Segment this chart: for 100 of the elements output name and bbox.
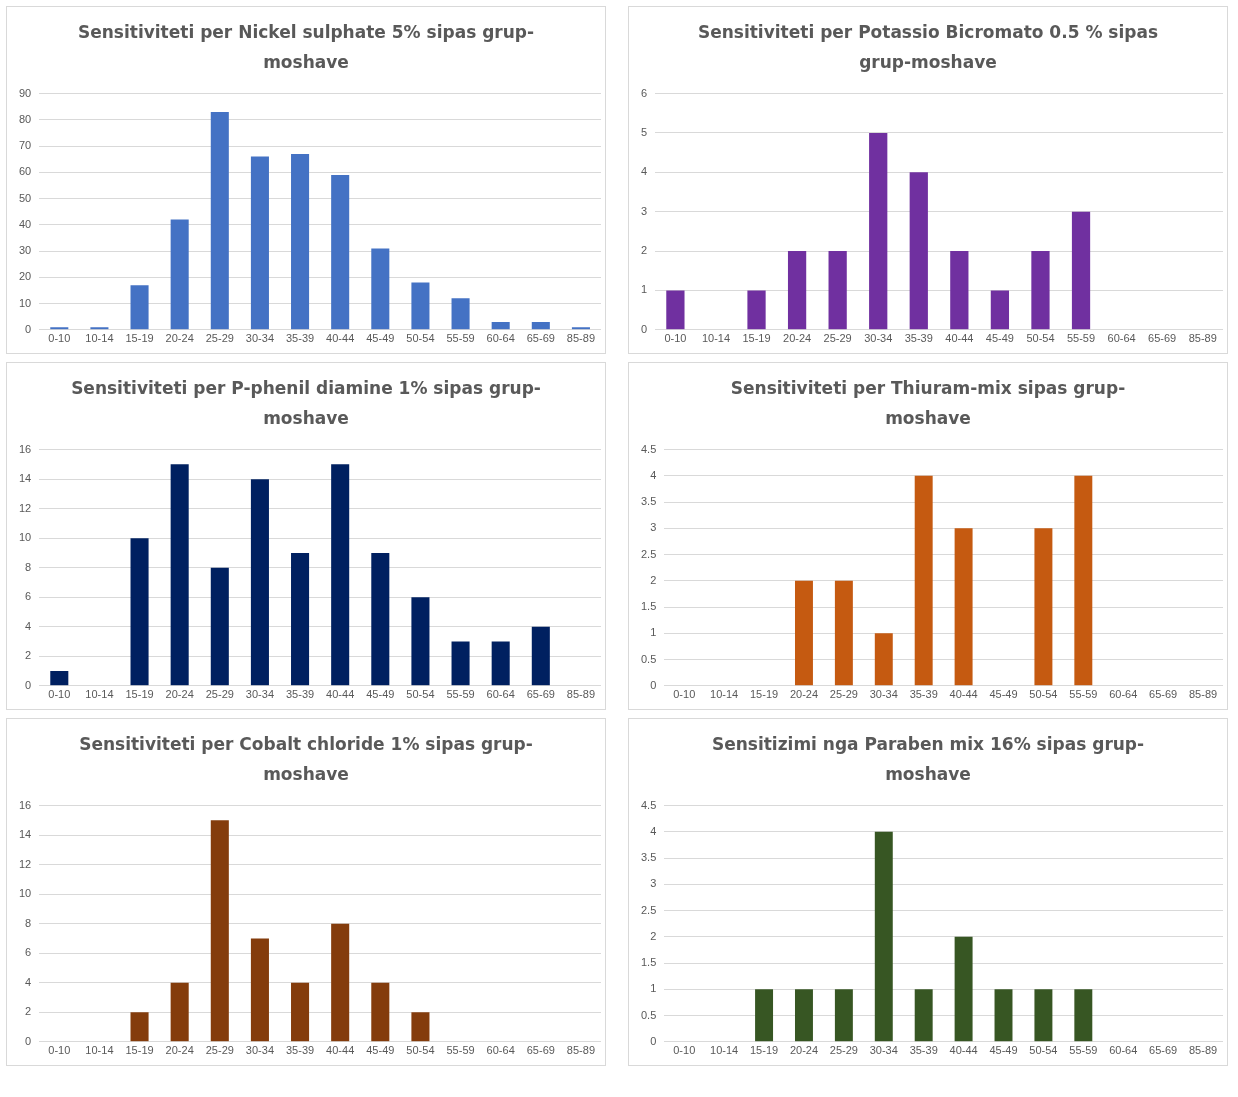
- bar: [1034, 528, 1053, 686]
- x-tick-label: 30-34: [869, 1044, 898, 1057]
- y-tick-label: 14: [18, 828, 32, 841]
- x-tick-label: 55-59: [1066, 332, 1096, 345]
- x-tick-label: 0-10: [48, 1044, 71, 1057]
- y-tick-label: 80: [18, 112, 32, 125]
- x-tick-label: 60-64: [486, 688, 515, 701]
- x-tick-label: 55-59: [1069, 1044, 1098, 1057]
- x-tick-label: 35-39: [909, 688, 938, 701]
- x-tick-label: 65-69: [1149, 1044, 1178, 1057]
- bar: [250, 938, 269, 1042]
- x-tick-label: 45-49: [989, 688, 1018, 701]
- x-tick-label: 20-24: [789, 688, 819, 701]
- x-tick-label: 60-64: [1109, 688, 1138, 701]
- y-tick-label: 12: [18, 857, 32, 870]
- x-tick-label: 0-10: [48, 332, 71, 345]
- x-tick-label: 45-49: [985, 332, 1014, 345]
- y-tick-label: 12: [18, 501, 32, 514]
- y-tick-label: 5: [640, 126, 648, 138]
- y-tick-label: 0: [650, 678, 657, 691]
- bar: [834, 989, 853, 1042]
- bar: [291, 982, 310, 1042]
- y-tick-label: 10: [18, 887, 32, 900]
- bar: [50, 327, 69, 330]
- bar: [130, 538, 149, 686]
- x-tick-label: 40-44: [945, 332, 974, 345]
- x-tick-label: 85-89: [566, 1044, 596, 1057]
- x-tick-label: 50-54: [1026, 332, 1055, 345]
- bar: [994, 989, 1013, 1042]
- bar: [914, 475, 933, 686]
- y-tick-label: 4: [650, 468, 657, 481]
- bar: [531, 321, 550, 330]
- bar: [130, 285, 149, 330]
- x-tick-label: 15-19: [125, 332, 154, 345]
- bar: [954, 528, 973, 686]
- y-tick-label: 2: [25, 1005, 32, 1018]
- y-tick-label: 8: [25, 560, 32, 573]
- bar: [371, 248, 390, 330]
- x-tick-label: 25-29: [823, 332, 852, 345]
- y-tick-label: 8: [25, 916, 32, 929]
- bar: [170, 464, 189, 686]
- x-tick-label: 10-14: [710, 688, 739, 701]
- x-tick-label: 50-54: [1029, 688, 1058, 701]
- x-tick-label: 50-54: [406, 688, 435, 701]
- y-tick-label: 30: [18, 244, 32, 257]
- x-tick-label: 40-44: [949, 688, 978, 701]
- bar: [794, 580, 813, 686]
- y-tick-label: 0.5: [640, 652, 657, 665]
- x-tick-label: 85-89: [566, 332, 596, 345]
- bar: [331, 174, 350, 330]
- bar: [950, 251, 969, 330]
- x-tick-label: 15-19: [742, 332, 771, 345]
- x-tick-label: 60-64: [486, 332, 515, 345]
- bar: [411, 597, 430, 686]
- x-tick-label: 60-64: [1107, 332, 1136, 345]
- bar: [130, 1012, 149, 1042]
- x-tick-label: 25-29: [205, 688, 234, 701]
- chart-title: Sensitiviteti per P-phenil diamine 1% sipas grup-moshave: [71, 377, 541, 430]
- x-tick-label: 20-24: [783, 332, 812, 345]
- y-tick-label: 60: [18, 165, 32, 178]
- x-tick-label: 25-29: [205, 1044, 234, 1057]
- y-tick-label: 0: [25, 1034, 32, 1047]
- x-tick-label: 55-59: [446, 1044, 475, 1057]
- bar: [874, 831, 893, 1042]
- bar: [331, 923, 350, 1042]
- x-tick-label: 0-10: [48, 688, 71, 701]
- x-tick-label: 55-59: [1069, 688, 1098, 701]
- bar: [210, 567, 229, 686]
- y-tick-label: 0: [25, 322, 32, 335]
- y-tick-label: 90: [18, 86, 32, 99]
- x-tick-label: 40-44: [326, 1044, 355, 1057]
- bar: [291, 153, 310, 330]
- x-tick-label: 30-34: [869, 688, 898, 701]
- x-tick-label: 35-39: [904, 332, 933, 345]
- bar: [371, 552, 390, 686]
- y-tick-label: 2: [640, 244, 648, 257]
- y-tick-label: 1.5: [640, 600, 657, 613]
- y-tick-label: 4.5: [640, 442, 657, 455]
- x-tick-label: 20-24: [165, 1044, 194, 1057]
- bar: [1031, 251, 1050, 330]
- bar: [90, 327, 109, 330]
- y-tick-label: 10: [18, 296, 32, 309]
- x-tick-label: 25-29: [829, 1044, 858, 1057]
- x-tick-label: 65-69: [526, 1044, 555, 1057]
- x-tick-label: 0-10: [664, 332, 687, 345]
- y-tick-label: 6: [25, 946, 32, 959]
- x-tick-label: 30-34: [245, 1044, 274, 1057]
- x-tick-label: 15-19: [125, 1044, 154, 1057]
- y-tick-label: 4: [640, 165, 648, 178]
- x-tick-label: 50-54: [406, 1044, 435, 1057]
- y-tick-label: 4: [25, 975, 32, 988]
- bar: [909, 172, 928, 330]
- y-tick-label: 4: [650, 824, 657, 837]
- bar: [491, 321, 510, 330]
- x-tick-label: 60-64: [1109, 1044, 1138, 1057]
- bar: [794, 989, 813, 1042]
- x-tick-label: 10-14: [85, 1044, 114, 1057]
- bar: [451, 298, 470, 330]
- y-tick-label: 3: [650, 521, 657, 534]
- x-tick-label: 65-69: [1148, 332, 1177, 345]
